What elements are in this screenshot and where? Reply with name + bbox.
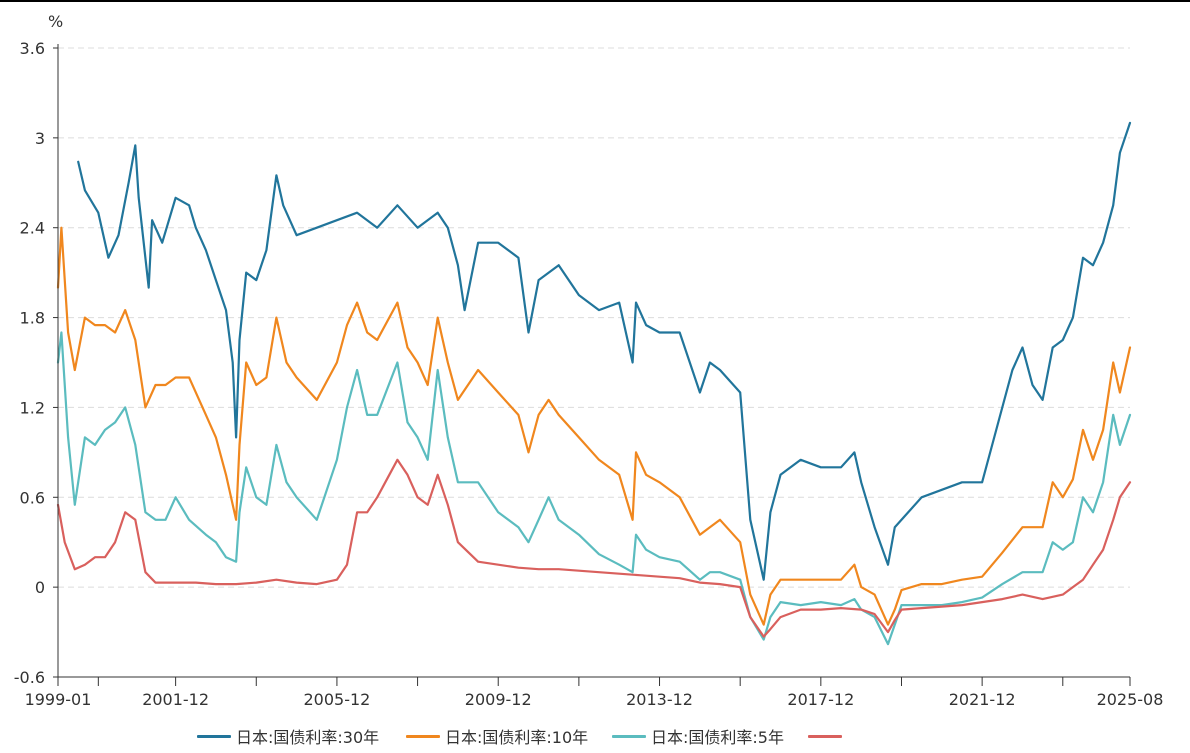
y-tick-label: 0 (35, 578, 45, 597)
series-line-1 (77, 121, 1132, 581)
axes: 3.6 3 2.4 1.8 1.2 0.6 0 -0.6 1999-01 2001-12 2005-… (14, 39, 1164, 709)
x-tick-label: 2013-12 (626, 690, 693, 709)
x-tick-label: 1999-01 (25, 690, 92, 709)
y-tick-label: 2.4 (20, 219, 45, 238)
legend-swatch (197, 734, 231, 738)
y-tick-label: 1.8 (20, 309, 45, 328)
legend-item-2[interactable]: 日本:国债利率:10年 (406, 722, 588, 750)
y-tick-label: 1.2 (20, 398, 45, 417)
y-tick-label: 3 (35, 129, 45, 148)
legend-label: 日本:国债利率:10年 (445, 728, 589, 747)
grid-lines (58, 47, 1130, 678)
y-axis-unit-label: % (48, 12, 63, 31)
x-tick-label: 2009-12 (465, 690, 532, 709)
series-line-3 (56, 331, 1132, 646)
top-border (0, 0, 1190, 2)
x-tick-label: 2025-08 (1097, 690, 1164, 709)
legend-swatch (406, 734, 440, 738)
line-chart: % 3.6 3 2.4 1.8 1.2 0.6 0 -0.6 1999-01 2001-12 200… (14, 12, 1164, 709)
legend-item-3[interactable]: 日本:国债利率:5年 (612, 722, 784, 750)
legend-swatch (808, 734, 842, 738)
legend-item-1[interactable]: 日本:国债利率:30年 (197, 722, 379, 750)
legend-item-4[interactable] (808, 722, 847, 750)
x-tick-label: 2017-12 (787, 690, 854, 709)
x-tick-label: 2021-12 (949, 690, 1016, 709)
legend-label: 日本:国债利率:5年 (651, 728, 784, 747)
legend-swatch (612, 734, 646, 738)
x-tick-label: 2001-12 (142, 690, 209, 709)
y-tick-label: 3.6 (20, 39, 45, 58)
series-lines (56, 121, 1132, 646)
series-line-4 (56, 458, 1132, 638)
y-tick-label: 0.6 (20, 488, 45, 507)
series-line-2 (56, 226, 1132, 626)
legend-label: 日本:国债利率:30年 (236, 728, 380, 747)
y-tick-label: -0.6 (14, 668, 45, 687)
legend: 日本:国债利率:30年 日本:国债利率:10年 日本:国债利率:5年 (0, 722, 1190, 750)
x-tick-label: 2005-12 (303, 690, 370, 709)
